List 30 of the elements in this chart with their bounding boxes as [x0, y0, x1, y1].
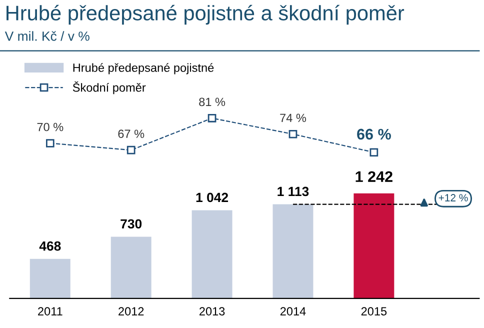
bar [354, 193, 394, 298]
data-label: 1 113 [278, 186, 309, 196]
data-label: 74 % [280, 114, 306, 122]
point [208, 114, 216, 122]
point [126, 146, 136, 154]
data-label: 70 % [37, 122, 64, 132]
point [46, 139, 54, 148]
x-tick-label: 2011 [38, 307, 62, 316]
legend-label: Škodní poměr [72, 81, 146, 94]
data-label: 1 242 [356, 171, 392, 182]
data-label: 81 % [199, 98, 226, 106]
data-label: 468 [39, 241, 61, 251]
legend-label: Hrubé předepsané pojistné [73, 63, 214, 74]
point [288, 130, 298, 138]
data-label: 1 042 [196, 192, 228, 202]
data-label: 66 % [357, 128, 391, 140]
bar [110, 236, 152, 298]
annotation: +12 % [438, 194, 468, 202]
bar [192, 210, 232, 298]
x-tick-label: 2014 [280, 307, 306, 316]
x-tick-label: 2013 [200, 307, 225, 316]
data-label: 730 [120, 219, 142, 229]
point [370, 148, 378, 157]
bar [30, 258, 70, 298]
x-tick-label: 2015 [361, 307, 387, 316]
bar [272, 204, 314, 298]
chart-subtitle: V mil. Kč / v % [4, 31, 90, 41]
chart-title: Hrubé předepsané pojistné a škodní poměr [6, 4, 404, 25]
x-tick-label: 2012 [118, 307, 144, 316]
data-label: 67 % [118, 130, 144, 138]
